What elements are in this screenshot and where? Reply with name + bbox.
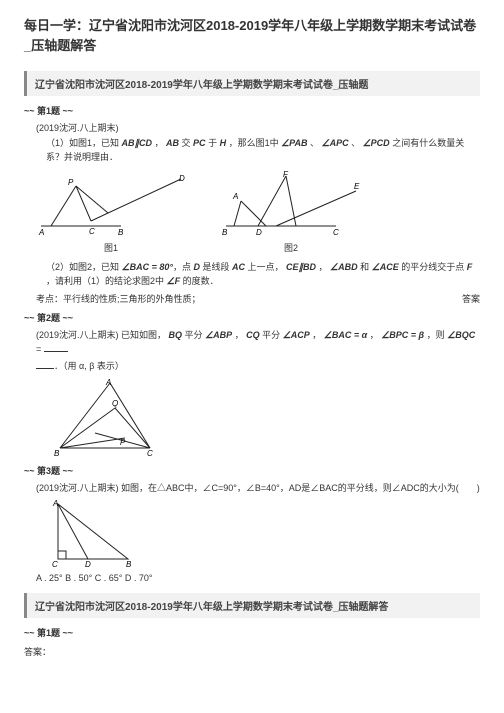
svg-text:D: D [179, 174, 185, 183]
ans1-marker: ~~ 第1题 ~~ [24, 626, 480, 639]
q3-choices: A . 25° B . 50° C . 65° D . 70° [36, 573, 480, 583]
t: 平分 [260, 330, 283, 340]
svg-text:A: A [105, 378, 111, 387]
page-title: 每日一学：辽宁省沈阳市沈河区2018-2019学年八年级上学期数学期末考试试卷_… [24, 16, 480, 55]
q2-source: (2019沈河.八上期末) 已知如图， [36, 330, 166, 340]
svg-text:F: F [283, 171, 289, 179]
q2-text: (2019沈河.八上期末) 已知如图， BQ 平分 ∠ABP ， CQ 平分 ∠… [36, 328, 480, 357]
svg-text:A: A [52, 499, 58, 508]
t: 平分 [182, 330, 205, 340]
q1-keywords: 考点：平行线的性质;三角形的外角性质； [36, 292, 201, 305]
fig2-label: 图2 [216, 241, 366, 254]
t: 的度数． [180, 276, 219, 286]
t: ∠ACP [283, 330, 310, 340]
blank [36, 360, 54, 369]
t: BQ [169, 330, 183, 340]
t: ， [232, 330, 246, 340]
q1-part1-text: （1）如图1，已知 AB∥CD ， AB 交 PC 于 H ，那么图1中 ∠PA… [46, 136, 480, 165]
svg-text:B: B [118, 228, 124, 237]
svg-text:P: P [68, 178, 74, 187]
figure-2: B C A D F E 图2 [216, 171, 366, 254]
t: ∠ABP [205, 330, 232, 340]
t: ∠PCD [363, 138, 390, 148]
figure-1: A B C P D 图1 [36, 171, 186, 254]
t: 是线段 [200, 262, 232, 272]
q2-figure: A B C P Q [50, 378, 480, 458]
t: ∠F [167, 276, 181, 286]
t: ， [316, 262, 330, 272]
t: ，那么图1中 [226, 138, 281, 148]
q1-source: (2019沈河.八上期末) [36, 121, 480, 134]
svg-text:B: B [222, 228, 228, 237]
svg-text:C: C [147, 449, 153, 458]
t: ， [310, 330, 324, 340]
t: 、 [308, 138, 322, 148]
q2-note-line: ．（用 α, β 表示） [36, 359, 480, 373]
svg-text:C: C [89, 227, 95, 236]
q3-figure: A B C D [38, 499, 480, 569]
t: ∠PAB [281, 138, 307, 148]
svg-text:Q: Q [112, 399, 118, 408]
q3-marker: ~~ 第3题 ~~ [24, 464, 480, 477]
t: 交 [179, 138, 193, 148]
svg-text:C: C [52, 560, 58, 569]
t: ∠BQC [447, 330, 475, 340]
svg-text:B: B [126, 560, 132, 569]
t: ∠BAC = 80° [122, 262, 173, 272]
svg-text:D: D [256, 228, 262, 237]
t: 上一点， [245, 262, 286, 272]
t: PC [193, 138, 206, 148]
section-header-questions: 辽宁省沈阳市沈河区2018-2019学年八年级上学期数学期末考试试卷_压轴题 [24, 71, 480, 96]
svg-text:A: A [232, 192, 238, 201]
t: ∠ABD [330, 262, 358, 272]
q2-marker: ~~ 第2题 ~~ [24, 311, 480, 324]
svg-text:B: B [54, 449, 60, 458]
q1-answer-link[interactable]: 答案 [462, 292, 480, 305]
q1-diagrams: A B C P D 图1 B C A D F E 图2 [36, 171, 480, 254]
t: ， [367, 330, 381, 340]
t: AB [166, 138, 179, 148]
blank [44, 343, 68, 352]
ans1-label: 答案： [24, 645, 480, 658]
q2-note: ．（用 α, β 表示） [54, 361, 124, 371]
t: 和 [358, 262, 372, 272]
t: 的平分线交于点 [399, 262, 467, 272]
t: ，则 [424, 330, 447, 340]
t: CQ [246, 330, 260, 340]
t: ∠BAC = α [324, 330, 367, 340]
fig1-label: 图1 [36, 241, 186, 254]
t: AC [232, 262, 245, 272]
t: CE∥BD [286, 262, 316, 272]
q1-keywords-row: 考点：平行线的性质;三角形的外角性质； 答案 [36, 292, 480, 305]
t: ，请利用（1）的结论求图2中 [46, 276, 167, 286]
t: 、 [349, 138, 363, 148]
t: = [36, 344, 44, 354]
t: ， [152, 138, 166, 148]
q1-marker: ~~ 第1题 ~~ [24, 104, 480, 117]
svg-text:E: E [354, 182, 360, 191]
t: 于 [206, 138, 220, 148]
t: （1）如图1，已知 [46, 138, 122, 148]
t: AB∥CD [122, 138, 153, 148]
svg-text:D: D [85, 560, 91, 569]
t: ∠BPC = β [381, 330, 424, 340]
section-header-answers: 辽宁省沈阳市沈河区2018-2019学年八年级上学期数学期末考试试卷_压轴题解答 [24, 593, 480, 618]
t: F [467, 262, 473, 272]
t: ，点 [173, 262, 194, 272]
svg-text:P: P [120, 438, 126, 447]
t: （2）如图2，已知 [46, 262, 122, 272]
t: ∠ACE [372, 262, 399, 272]
t: ∠APC [322, 138, 349, 148]
svg-text:A: A [38, 228, 44, 237]
svg-text:C: C [333, 228, 339, 237]
q1-part2-text: （2）如图2，已知 ∠BAC = 80°，点 D 是线段 AC 上一点， CE∥… [46, 260, 480, 289]
q3-text: (2019沈河.八上期末) 如图，在△ABC中，∠C=90°，∠B=40°，AD… [36, 481, 480, 495]
